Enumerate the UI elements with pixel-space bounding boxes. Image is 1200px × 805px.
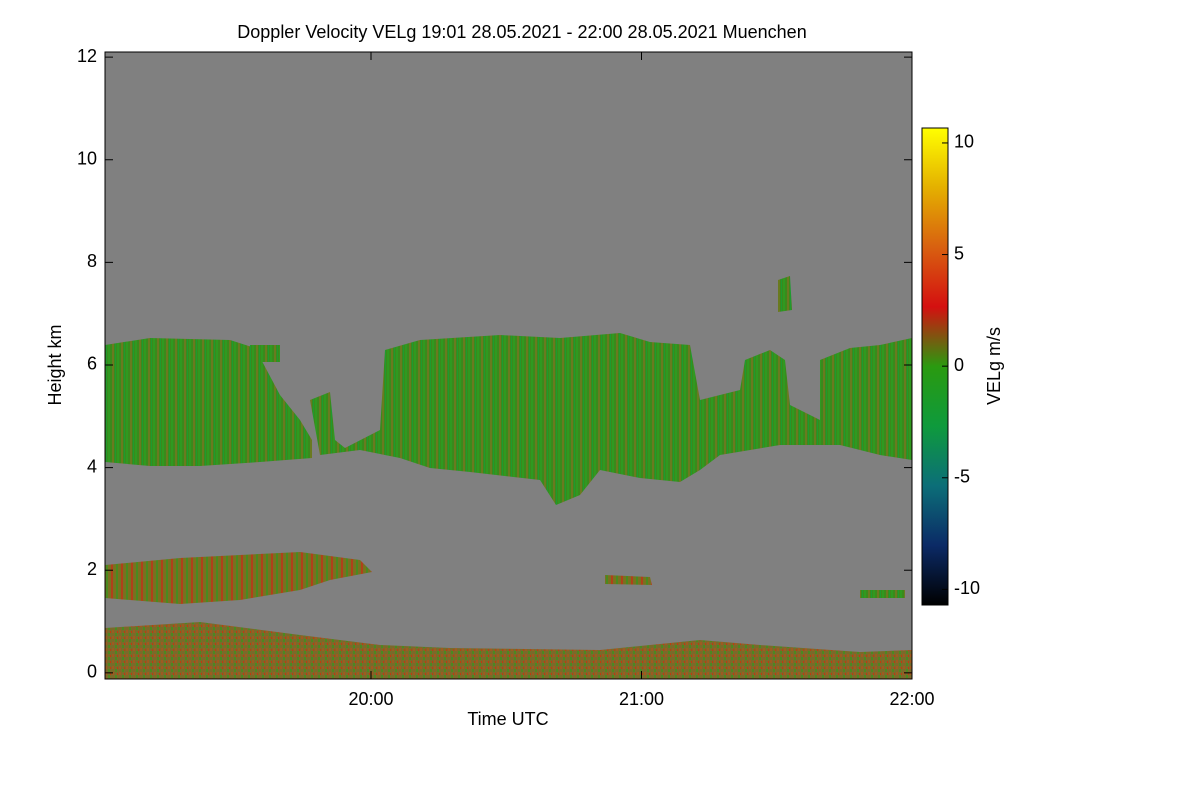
plot-frame	[104, 51, 913, 680]
x-axis-label: Time UTC	[467, 709, 548, 729]
colorbar-tick-label: 5	[954, 243, 964, 263]
y-tick-label: 8	[87, 251, 97, 271]
echo-field	[105, 276, 912, 679]
colorbar-tick-label: 10	[954, 132, 974, 152]
y-tick-label: 6	[87, 354, 97, 374]
colorbar-tick-label: -5	[954, 467, 970, 487]
chart-title: Doppler Velocity VELg 19:01 28.05.2021 -…	[237, 22, 806, 42]
colorbar-label: VELg m/s	[984, 327, 1004, 405]
x-tick-label: 20:00	[348, 689, 393, 709]
y-tick-label: 0	[87, 662, 97, 682]
colorbar-tick-label: 0	[954, 355, 964, 375]
y-axis-label: Height km	[45, 324, 65, 405]
colorbar-tick-label: -10	[954, 578, 980, 598]
x-tick-label: 22:00	[889, 689, 934, 709]
y-tick-label: 12	[77, 46, 97, 66]
y-tick-label: 2	[87, 559, 97, 579]
x-tick-label: 21:00	[619, 689, 664, 709]
y-tick-label: 10	[77, 148, 97, 168]
y-tick-label: 4	[87, 456, 97, 476]
